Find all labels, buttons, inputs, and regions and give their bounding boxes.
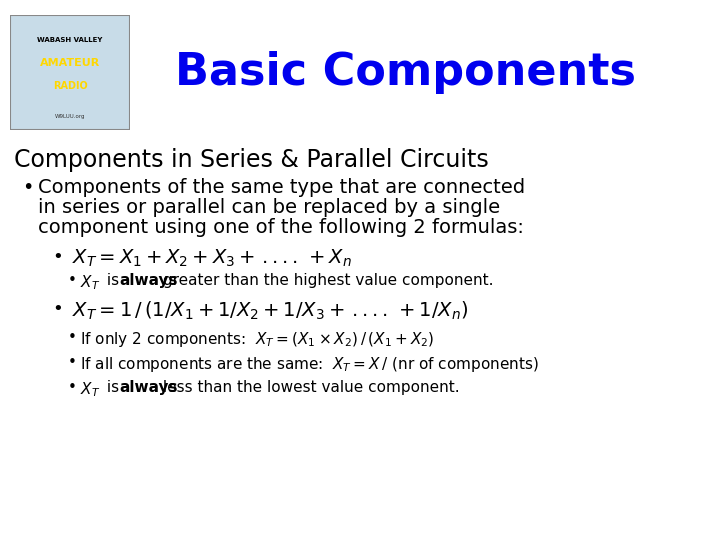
Text: If all components are the same:  $X_T = X\,/$ (nr of components): If all components are the same: $X_T = X…	[80, 355, 539, 374]
Text: •: •	[52, 300, 63, 318]
FancyBboxPatch shape	[10, 15, 130, 130]
Text: •: •	[68, 380, 77, 395]
Text: always: always	[119, 273, 178, 288]
Text: is: is	[102, 380, 124, 395]
Text: less than the lowest value component.: less than the lowest value component.	[158, 380, 459, 395]
Text: $X_T$: $X_T$	[80, 273, 100, 292]
Text: WABASH VALLEY: WABASH VALLEY	[37, 37, 103, 43]
Text: •: •	[68, 330, 77, 345]
Text: $X_T$: $X_T$	[80, 380, 100, 399]
Text: is: is	[102, 273, 124, 288]
Text: AMATEUR: AMATEUR	[40, 58, 100, 68]
Text: Components of the same type that are connected: Components of the same type that are con…	[38, 178, 525, 197]
Text: W9LUU.org: W9LUU.org	[55, 114, 85, 119]
Text: in series or parallel can be replaced by a single: in series or parallel can be replaced by…	[38, 198, 500, 217]
Text: $X_T = 1\,/\,(1/X_1 + 1/X_2 + 1/X_3 + \,....\, + 1/X_n)$: $X_T = 1\,/\,(1/X_1 + 1/X_2 + 1/X_3 + \,…	[72, 300, 468, 322]
Text: •: •	[22, 178, 33, 197]
Text: •: •	[68, 355, 77, 370]
Text: •: •	[68, 273, 77, 288]
Text: always: always	[119, 380, 178, 395]
Text: $X_T = X_1 + X_2 + X_3 + \,....\, +X_n$: $X_T = X_1 + X_2 + X_3 + \,....\, +X_n$	[72, 248, 352, 269]
Text: component using one of the following 2 formulas:: component using one of the following 2 f…	[38, 218, 524, 237]
Text: greater than the highest value component.: greater than the highest value component…	[158, 273, 493, 288]
Text: •: •	[52, 248, 63, 266]
Text: If only 2 components:  $X_T = (X_1 \times X_2)\,/\,(X_1 + X_2)$: If only 2 components: $X_T = (X_1 \times…	[80, 330, 434, 349]
Text: Components in Series & Parallel Circuits: Components in Series & Parallel Circuits	[14, 148, 489, 172]
Text: RADIO: RADIO	[53, 82, 87, 91]
Text: Basic Components: Basic Components	[175, 51, 636, 93]
